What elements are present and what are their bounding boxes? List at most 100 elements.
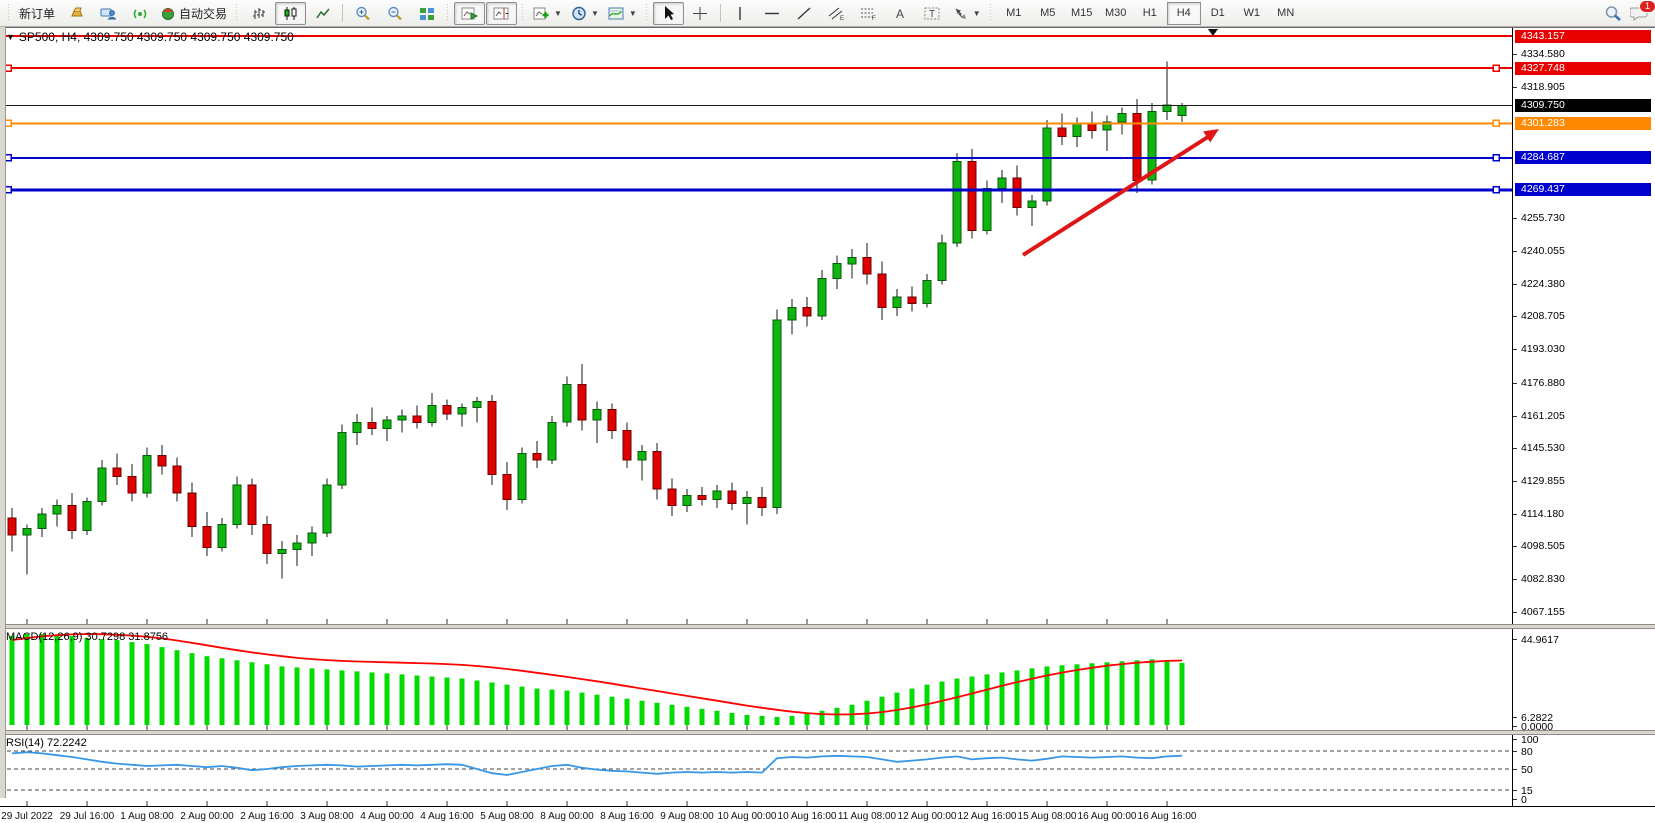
- bar-chart-button[interactable]: [243, 2, 274, 25]
- macd-histogram-bar: [1014, 670, 1020, 725]
- candle-body: [877, 273, 887, 309]
- cursor-button[interactable]: [652, 1, 684, 25]
- candlestick-chart-button[interactable]: [275, 1, 307, 25]
- time-axis: 29 Jul 2022 29 Jul 16:00 1 Aug 08:00 2 Aug …: [0, 806, 1655, 823]
- crosshair-button[interactable]: [685, 2, 716, 25]
- notifications-button[interactable]: 1: [1630, 0, 1655, 22]
- timeframe-button-m30[interactable]: M30: [1105, 7, 1127, 19]
- line-handle[interactable]: [1492, 64, 1500, 72]
- equidistant-channel-button[interactable]: E: [821, 2, 852, 25]
- macd-axis-label: 0.0000: [1521, 721, 1554, 733]
- text-label-icon: T: [924, 7, 940, 20]
- macd-histogram-bar: [684, 706, 690, 725]
- zoom-out-button[interactable]: [379, 2, 410, 25]
- line-chart-button[interactable]: [307, 2, 338, 25]
- timeframe-button-m15[interactable]: M15: [1071, 7, 1093, 19]
- timeframe-group: M1 M5 M15 M30 H1 H4 D1 W1 MN: [997, 1, 1303, 25]
- price-tick-label: 4082.830: [1521, 573, 1565, 585]
- candle-body: [352, 421, 362, 434]
- new-order-button[interactable]: 新订单: [15, 2, 59, 25]
- panel-splitter[interactable]: [0, 624, 1655, 629]
- window-left-edge: [0, 27, 6, 798]
- time-axis-label: 9 Aug 08:00: [660, 811, 714, 822]
- macd-histogram-bar: [279, 666, 285, 725]
- fibonacci-button[interactable]: F: [853, 2, 884, 25]
- arrows-button[interactable]: ▼: [949, 2, 985, 25]
- macd-histogram-bar: [1119, 661, 1125, 725]
- candle-body: [862, 257, 872, 275]
- price-badge: 4269.437: [1515, 183, 1651, 196]
- tile-windows-button[interactable]: [411, 2, 442, 25]
- one-click-trading-arrow-icon[interactable]: ▼: [6, 32, 15, 42]
- text-button[interactable]: A: [885, 2, 916, 25]
- macd-histogram-bar: [84, 638, 90, 725]
- macd-histogram-bar: [9, 636, 15, 725]
- vertical-line-button[interactable]: [725, 2, 756, 25]
- macd-tick-mark: [1513, 639, 1517, 640]
- main-chart-plot[interactable]: ▼ SP500, H4, 4309.750 4309.750 4309.750 …: [0, 28, 1513, 624]
- bar-chart-icon: [252, 7, 265, 19]
- trendline-button[interactable]: [789, 2, 820, 25]
- timeframe-button-mn[interactable]: MN: [1277, 7, 1295, 19]
- line-handle[interactable]: [1492, 119, 1500, 128]
- horizontal-line-button[interactable]: [757, 2, 788, 25]
- candle-body: [142, 455, 152, 494]
- time-axis-label: 10 Aug 00:00: [717, 811, 777, 822]
- line-handle[interactable]: [1492, 154, 1500, 162]
- signals-button[interactable]: [124, 2, 155, 25]
- text-label-button[interactable]: T: [917, 2, 948, 25]
- chart-shift-marker[interactable]: [1208, 29, 1218, 36]
- rsi-tick-mark: [1513, 790, 1517, 791]
- macd-histogram-bar: [579, 692, 585, 725]
- price-badge: 4284.687: [1515, 151, 1651, 164]
- line-handle[interactable]: [1492, 186, 1500, 194]
- macd-canvas[interactable]: [0, 629, 1512, 730]
- candlestick-chart-icon: [284, 6, 297, 20]
- auto-scroll-button[interactable]: [454, 1, 486, 25]
- indicators-button[interactable]: ▼: [529, 2, 566, 25]
- trendline-icon: [797, 7, 811, 19]
- time-axis-label: 5 Aug 08:00: [480, 811, 534, 822]
- community-button[interactable]: [92, 2, 123, 25]
- templates-button[interactable]: ▼: [604, 2, 641, 25]
- chart-shift-button[interactable]: [486, 1, 518, 25]
- chart-stack: ▼ SP500, H4, 4309.750 4309.750 4309.750 …: [0, 27, 1655, 823]
- panel-splitter[interactable]: [0, 730, 1655, 735]
- timeframe-button-h4[interactable]: H4: [1166, 1, 1201, 25]
- time-axis-label: 29 Jul 2022: [1, 811, 53, 822]
- price-tick-label: 4098.505: [1521, 540, 1565, 552]
- timeframe-button-d1[interactable]: D1: [1210, 7, 1225, 19]
- fibonacci-icon: F: [860, 8, 876, 21]
- price-badge: 4301.283: [1515, 117, 1651, 130]
- dropdown-caret-icon: ▼: [972, 8, 981, 18]
- text-A-icon: A: [896, 7, 904, 21]
- macd-histogram-bar: [534, 688, 540, 725]
- timeframe-button-m5[interactable]: M5: [1040, 7, 1056, 19]
- toolbar-right: 1: [1604, 0, 1655, 26]
- autotrading-button[interactable]: 自动交易: [156, 2, 231, 25]
- macd-plot[interactable]: MACD(12,26,9) 30.7298 31.8756: [0, 629, 1513, 730]
- search-icon[interactable]: [1604, 5, 1622, 22]
- time-axis-labels[interactable]: 29 Jul 2022 29 Jul 16:00 1 Aug 08:00 2 Aug …: [0, 807, 1513, 823]
- timeframe-button-m1[interactable]: M1: [1006, 7, 1022, 19]
- toolbar-grip: [521, 4, 526, 22]
- macd-histogram-bar: [969, 676, 975, 725]
- new-order-label: 新订单: [19, 6, 56, 21]
- macd-panel: MACD(12,26,9) 30.7298 31.8756 44.9617 6.2…: [0, 629, 1655, 733]
- timeframe-button-h1[interactable]: H1: [1142, 7, 1157, 19]
- rsi-canvas[interactable]: [0, 735, 1512, 806]
- main-chart-canvas[interactable]: [0, 28, 1512, 624]
- candle-body: [172, 465, 182, 494]
- zoom-in-button[interactable]: [347, 2, 378, 25]
- gold-button[interactable]: [60, 2, 91, 25]
- candle-body: [802, 307, 812, 317]
- price-badge: 4327.748: [1515, 62, 1651, 75]
- macd-histogram-bar: [1089, 663, 1095, 725]
- trend-arrow-annotation[interactable]: [1021, 129, 1219, 257]
- price-badge: 4343.157: [1515, 30, 1651, 43]
- rsi-plot[interactable]: RSI(14) 72.2242: [0, 735, 1513, 806]
- periods-button[interactable]: ▼: [567, 2, 603, 25]
- macd-histogram-bar: [429, 676, 435, 725]
- timeframe-button-w1[interactable]: W1: [1243, 7, 1260, 19]
- price-axis[interactable]: 4334.580 4318.905 4255.730 4240.055 4224.380…: [1513, 28, 1655, 624]
